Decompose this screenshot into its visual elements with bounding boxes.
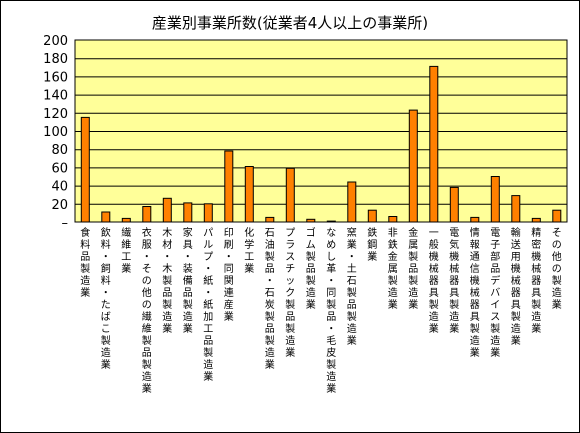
bar xyxy=(347,181,357,223)
bar xyxy=(531,217,541,223)
category-label: 木材・木製品製造業 xyxy=(162,227,172,335)
category-label: その他の製造業 xyxy=(552,227,562,311)
y-tick-label: 180 xyxy=(43,52,68,67)
bar xyxy=(326,220,336,223)
category-label: 食料品製造業 xyxy=(80,226,90,299)
category-label: 輸送用機械器具製造業 xyxy=(511,226,521,347)
bar xyxy=(511,195,521,223)
chart-title: 産業別事業所数(従業者4人以上の事業所) xyxy=(151,14,429,32)
bar xyxy=(80,116,90,223)
y-tick-label: 120 xyxy=(43,107,68,122)
bar xyxy=(101,211,111,223)
category-label: 鉄鋼業 xyxy=(367,226,377,263)
y-tick-label: 60 xyxy=(51,161,68,176)
bar xyxy=(470,216,480,223)
category-label: 電気機械器具製造業 xyxy=(449,227,459,335)
bar xyxy=(121,217,131,223)
bar xyxy=(244,166,254,223)
y-axis-ticks: 200 180 160 140 120 100 80 60 40 20 – xyxy=(43,34,68,231)
category-label: 化学工業 xyxy=(244,226,254,275)
bar xyxy=(142,206,152,223)
bar xyxy=(388,216,398,223)
bars xyxy=(80,65,562,223)
bar xyxy=(203,203,213,223)
category-label: 一般機械器具製造業 xyxy=(429,228,439,335)
category-label: 家具・装備品製造業 xyxy=(183,226,193,335)
y-tick-label: 160 xyxy=(43,70,68,85)
category-label: 飲料・飼料・たばこ製造業 xyxy=(101,226,111,371)
bar xyxy=(367,209,377,223)
gridlines xyxy=(75,58,567,205)
category-label: 電子部品デバイス製造業 xyxy=(490,227,500,359)
category-label: 精密機械器具製造業 xyxy=(531,226,541,335)
category-label: プラスチック製品製造業 xyxy=(285,227,295,359)
bar xyxy=(449,186,459,223)
category-label: 窯業・土石製品製造業 xyxy=(347,226,357,347)
category-label: 情報通信機械器具製造業 xyxy=(470,226,480,359)
bar xyxy=(429,65,439,223)
category-label: 非鉄金属製造業 xyxy=(388,227,398,311)
y-tick-label: 40 xyxy=(51,180,68,195)
y-tick-label: 20 xyxy=(51,198,68,213)
category-label: 衣服・その他の繊維製品製造業 xyxy=(142,226,152,395)
category-label: なめし革・同製品・毛皮製造業 xyxy=(326,227,336,395)
bar xyxy=(162,197,172,223)
y-tick-label: 140 xyxy=(43,89,68,104)
bar xyxy=(306,218,316,223)
bar xyxy=(490,176,500,223)
bar xyxy=(285,167,295,223)
category-label: パルプ・紙・紙加工品製造業 xyxy=(203,227,213,383)
y-tick-label: – xyxy=(62,216,69,231)
category-label: 石油製品・石炭製品製造業 xyxy=(265,228,275,371)
category-label: ゴム製品製造業 xyxy=(306,226,316,311)
bar xyxy=(224,150,234,223)
y-tick-label: 100 xyxy=(43,125,68,140)
category-label: 金属製品製造業 xyxy=(408,226,418,311)
category-label: 繊維工業 xyxy=(121,226,131,275)
bar xyxy=(265,216,275,223)
bar xyxy=(408,109,418,223)
y-tick-label: 80 xyxy=(51,143,68,158)
y-tick-label: 200 xyxy=(43,34,68,49)
category-label: 印刷・同関連産業 xyxy=(224,227,234,323)
bar xyxy=(552,209,562,223)
bar xyxy=(183,202,193,223)
